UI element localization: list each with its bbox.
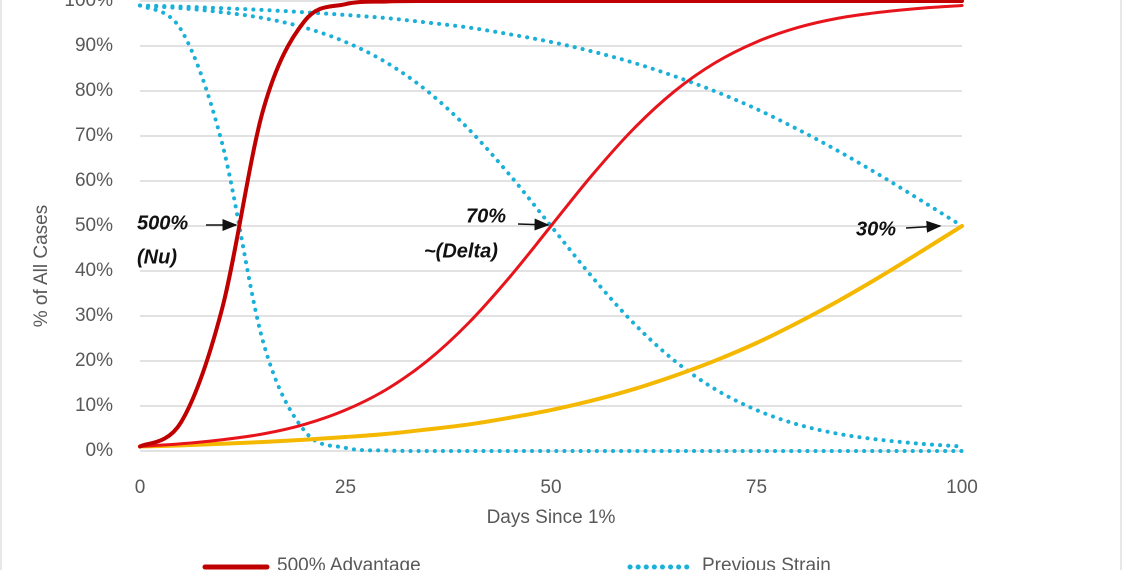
y-tick-label: 100% [64,0,113,11]
series-line [138,3,964,454]
lines [138,0,964,454]
arrow [517,218,550,231]
y-tick-label: 50% [75,215,113,236]
y-tick-label: 30% [75,305,113,326]
y-tick-label: 20% [75,350,113,371]
series-line [138,224,964,449]
series-line [138,3,964,449]
x-tick-label: 50 [540,477,561,498]
arrow [905,220,942,233]
y-tick-label: 70% [75,125,113,146]
x-tick-label: 75 [746,477,767,498]
y-tick-label: 40% [75,260,113,281]
y-tick-label: 0% [86,440,114,461]
annotation: ~(Delta) [424,240,498,262]
series-line [138,0,964,449]
annotation: 30% [856,218,896,240]
series-line [138,4,964,448]
x-axis-title: Days Since 1% [487,507,616,528]
y-tick-label: 80% [75,80,113,101]
legend-label: Previous Strain [702,555,831,570]
x-tick-label: 0 [135,477,146,498]
y-tick-label: 10% [75,395,113,416]
annotation: 500% [137,212,188,234]
x-tick-label: 100 [946,477,978,498]
y-tick-label: 60% [75,170,113,191]
annotation: 70% [466,205,506,227]
x-tick-label: 25 [335,477,356,498]
series-line [138,3,964,228]
y-axis-title: % of All Cases [31,205,52,328]
annotation: (Nu) [137,246,177,268]
legend-label: 500% Advantage [277,555,421,570]
y-tick-label: 90% [75,35,113,56]
